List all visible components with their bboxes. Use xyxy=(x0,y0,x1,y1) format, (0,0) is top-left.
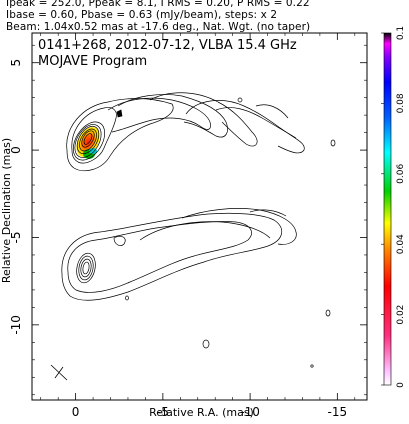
x-tick-label: -15 xyxy=(328,405,348,419)
plot-annotation: 0141+268, 2012-07-12, VLBA 15.4 GHz MOJA… xyxy=(38,38,297,69)
core-contours xyxy=(66,98,174,171)
y-axis-label: Relative Declination (mas) xyxy=(0,138,13,283)
beam-ellipse-marker xyxy=(50,364,68,381)
x-tick-label: -10 xyxy=(240,405,260,419)
y-tick-label: -5 xyxy=(9,231,23,243)
contour-map xyxy=(61,92,336,368)
header-line-2: Ibase = 0.60, Pbase = 0.63 (mJy/beam), s… xyxy=(6,9,278,21)
y-tick-label: 5 xyxy=(9,59,23,67)
colorbar-tick-label: 0.06 xyxy=(396,164,406,184)
colorbar-tick-label: 0.08 xyxy=(396,93,406,113)
south-component-contours xyxy=(61,208,331,368)
core-polarization-fill xyxy=(76,127,100,159)
header-line-3: Beam: 1.04x0.52 mas at -17.6 deg., Nat. … xyxy=(6,21,311,33)
y-tick-label: 0 xyxy=(9,146,23,154)
north-jet-contours xyxy=(107,92,336,154)
plot-title: 0141+268, 2012-07-12, VLBA 15.4 GHz xyxy=(38,38,297,53)
colorbar-tick-label: 0 xyxy=(396,382,406,388)
plot-frame xyxy=(31,32,368,401)
y-tick-label: -10 xyxy=(9,315,23,335)
plot-subtitle: MOJAVE Program xyxy=(38,54,148,69)
colorbar-ticks: 0 0.02 0.04 0.06 0.08 0.1 xyxy=(381,26,406,388)
x-tick-label: 0 xyxy=(72,405,80,419)
x-tick-label: -5 xyxy=(157,405,169,419)
colorbar-tick-label: 0.1 xyxy=(396,26,406,40)
colorbar-tick-label: 0.04 xyxy=(396,234,406,254)
x-axis-label: Relative R.A. (mas) xyxy=(149,406,254,419)
colorbar-tick-label: 0.02 xyxy=(396,305,406,325)
colorbar xyxy=(383,32,392,386)
header-line-1: Ipeak = 252.0, Ppeak = 8.1, I RMS = 0.20… xyxy=(6,0,310,9)
